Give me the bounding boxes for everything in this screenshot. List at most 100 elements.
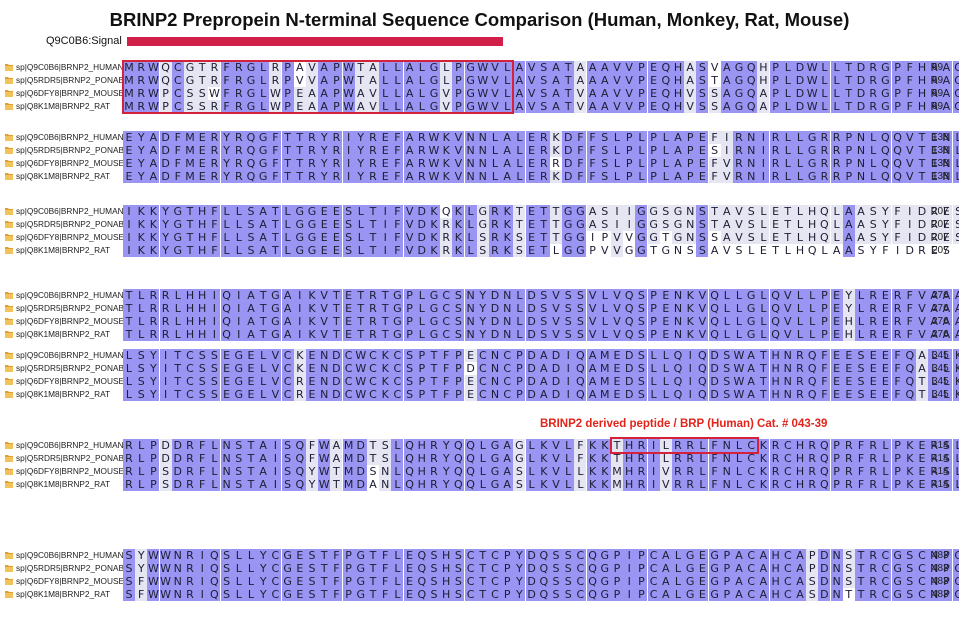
residue: V bbox=[367, 87, 379, 100]
residue: Q bbox=[806, 349, 819, 362]
residue: E bbox=[659, 315, 672, 328]
residue: V bbox=[269, 375, 282, 388]
residue: W bbox=[147, 562, 160, 575]
residue: Q bbox=[403, 478, 416, 491]
residue: L bbox=[794, 144, 806, 157]
residue: F bbox=[586, 170, 599, 183]
residue: T bbox=[772, 244, 779, 257]
residue: F bbox=[208, 205, 221, 218]
residue: G bbox=[806, 170, 819, 183]
residue: A bbox=[586, 87, 599, 100]
residue: V bbox=[269, 388, 282, 401]
residue: H bbox=[672, 74, 684, 87]
residue: W bbox=[476, 87, 489, 100]
residue: C bbox=[391, 349, 404, 362]
residue: G bbox=[464, 87, 477, 100]
residue: G bbox=[598, 562, 611, 575]
residue: Q bbox=[818, 439, 831, 452]
residue: S bbox=[745, 231, 758, 244]
residue: H bbox=[196, 315, 209, 328]
residue: L bbox=[562, 478, 575, 491]
residue-count: 483 bbox=[932, 576, 949, 587]
residue: S bbox=[342, 218, 355, 231]
residue: E bbox=[403, 588, 416, 601]
residue: G bbox=[879, 74, 892, 87]
residue: C bbox=[879, 562, 892, 575]
residue: E bbox=[842, 349, 855, 362]
folder-icon bbox=[5, 76, 13, 84]
residue: D bbox=[623, 388, 636, 401]
residue: G bbox=[647, 218, 660, 231]
residue: P bbox=[147, 439, 160, 452]
residue: N bbox=[928, 562, 941, 575]
residue: N bbox=[720, 439, 733, 452]
residue: G bbox=[257, 131, 270, 144]
residue: W bbox=[806, 87, 819, 100]
residue: E bbox=[647, 100, 660, 113]
residue: T bbox=[257, 289, 270, 302]
residue: P bbox=[452, 74, 465, 87]
residue: G bbox=[806, 144, 819, 157]
residue: L bbox=[391, 87, 404, 100]
residue: N bbox=[720, 465, 733, 478]
residue: Y bbox=[318, 157, 331, 170]
folder-icon bbox=[5, 364, 13, 372]
residue: C bbox=[464, 549, 477, 562]
residue: D bbox=[855, 100, 867, 113]
residue: G bbox=[171, 231, 184, 244]
residue: F bbox=[196, 439, 209, 452]
residue: S bbox=[306, 575, 318, 588]
residue: T bbox=[354, 315, 367, 328]
residue: L bbox=[672, 549, 684, 562]
residue: T bbox=[318, 588, 331, 601]
residue: A bbox=[757, 588, 770, 601]
residue: K bbox=[147, 218, 160, 231]
residue: S bbox=[745, 205, 758, 218]
residue: N bbox=[781, 349, 794, 362]
residue: G bbox=[293, 244, 306, 257]
residue: P bbox=[647, 157, 660, 170]
residue: I bbox=[208, 289, 221, 302]
residue: E bbox=[769, 231, 782, 244]
residue: R bbox=[537, 131, 550, 144]
residue: C bbox=[745, 562, 758, 575]
residue: K bbox=[537, 465, 550, 478]
residue: Y bbox=[476, 289, 489, 302]
residue: E bbox=[647, 87, 660, 100]
sequence-name: sp|Q9C0B6|BRNP2_HUMAN bbox=[16, 350, 124, 360]
residue: N bbox=[720, 478, 733, 491]
residue: G bbox=[745, 302, 758, 315]
sequence-name: sp|Q9C0B6|BRNP2_HUMAN bbox=[16, 290, 124, 300]
residue: I bbox=[342, 170, 355, 183]
residue: N bbox=[476, 144, 489, 157]
residue: R bbox=[135, 87, 148, 100]
residue: I bbox=[379, 218, 392, 231]
residue: A bbox=[281, 328, 294, 341]
residue: Q bbox=[745, 74, 758, 87]
residue: S bbox=[562, 575, 575, 588]
residue: A bbox=[598, 61, 611, 74]
residue: T bbox=[269, 231, 282, 244]
residue: A bbox=[940, 289, 953, 302]
residue: I bbox=[293, 315, 306, 328]
residue: L bbox=[830, 231, 843, 244]
residue: R bbox=[415, 157, 428, 170]
residue: K bbox=[586, 465, 599, 478]
residue: R bbox=[867, 575, 880, 588]
residue: R bbox=[867, 562, 880, 575]
residue: I bbox=[123, 244, 135, 257]
residue: F bbox=[855, 452, 867, 465]
residue: G bbox=[281, 575, 294, 588]
residue: E bbox=[830, 362, 843, 375]
residue: S bbox=[598, 170, 611, 183]
residue: L bbox=[818, 74, 831, 87]
residue: T bbox=[354, 328, 367, 341]
residue: Q bbox=[415, 549, 428, 562]
residue: E bbox=[916, 452, 928, 465]
residue: L bbox=[781, 131, 794, 144]
residue: P bbox=[147, 465, 160, 478]
residue: Y bbox=[476, 328, 489, 341]
residue: H bbox=[769, 349, 782, 362]
residue: S bbox=[635, 375, 648, 388]
residue: Y bbox=[159, 218, 172, 231]
